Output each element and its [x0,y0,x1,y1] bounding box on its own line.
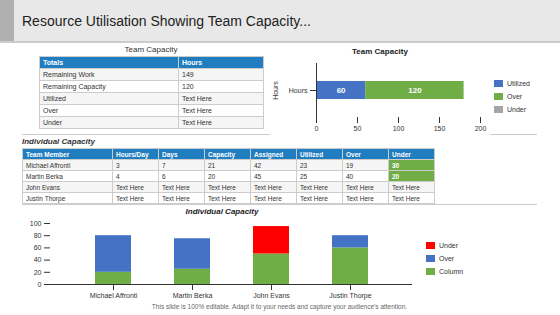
html-text:Text Here: Text Here [116,194,144,202]
html-text:Column: Column [439,268,464,275]
html-text:40: 40 [346,172,354,180]
html-text:Text Here: Text Here [254,183,282,191]
html-text:Utilized: Utilized [43,95,66,102]
html-text:7: 7 [162,161,166,169]
html-text:Over: Over [507,92,523,100]
html-text:25: 25 [300,172,308,180]
html-text:Text Here: Text Here [392,183,420,191]
svg-text:0: 0 [38,281,42,288]
html-text:Remaining Work: Remaining Work [43,71,95,78]
html-text:42: 42 [254,161,262,169]
html-text:Over: Over [346,150,361,158]
html-text:Text Here: Text Here [392,194,420,202]
html-text:45: 45 [254,172,262,180]
svg-text:0: 0 [315,125,319,132]
html-text:Text Here: Text Here [162,183,190,191]
html-text:John Evans: John Evans [26,183,60,191]
html-text:Justin Thorpe: Justin Thorpe [26,194,66,202]
svg-text:Martin Berka: Martin Berka [173,292,213,299]
html-text:Utilized: Utilized [300,150,324,158]
html-text:Martin Berka: Martin Berka [26,172,63,180]
html-text:Under: Under [507,105,527,113]
html-text:Individual Capacity: Individual Capacity [22,137,95,146]
html-text:20: 20 [208,172,216,180]
svg-text:50: 50 [354,125,362,132]
html-text:Under: Under [392,150,411,158]
svg-text:Justin Thorpe: Justin Thorpe [329,292,371,300]
html-text:149: 149 [182,71,194,78]
html-text:Michael Affronti: Michael Affronti [26,161,71,169]
html-text:Resource Utilisation Showing T: Resource Utilisation Showing Team Capaci… [22,12,311,29]
html-text:Individual Capacity: Individual Capacity [185,207,259,216]
html-text:Capacity: Capacity [208,150,236,158]
html-text:Text Here: Text Here [208,183,236,191]
svg-text:150: 150 [434,125,446,132]
html-text:Text Here: Text Here [116,183,144,191]
html-text:Text Here: Text Here [182,119,212,126]
svg-text:Hours: Hours [272,81,279,100]
svg-text:40: 40 [34,256,42,263]
svg-text:60: 60 [337,86,346,95]
html-text:Team Member: Team Member [26,150,70,158]
svg-text:100: 100 [393,125,405,132]
html-text:21: 21 [208,161,216,169]
svg-text:80: 80 [34,232,42,239]
svg-text:100: 100 [30,220,42,227]
svg-text:20: 20 [34,269,42,276]
html-text:Days: Days [162,150,178,158]
svg-text:Michael Affronti: Michael Affronti [90,292,138,299]
html-text:Text Here: Text Here [182,95,212,102]
html-text:Text Here: Text Here [208,194,236,202]
html-text:Assigned: Assigned [254,150,284,158]
html-text:Text Here: Text Here [162,194,190,202]
svg-text:John Evans: John Evans [253,292,290,299]
html-text:3: 3 [116,161,120,169]
html-text:Under: Under [439,242,459,249]
html-text:120: 120 [182,83,194,90]
html-text:19: 19 [346,161,354,169]
html-text:Text Here: Text Here [300,183,328,191]
html-text:Hours: Hours [182,59,203,66]
html-text:23: 23 [300,161,308,169]
svg-text:60: 60 [34,244,42,251]
svg-text:200: 200 [475,125,487,132]
svg-text:Hours: Hours [289,87,308,94]
html-text:Utilized: Utilized [507,79,530,87]
html-text:Team Capacity: Team Capacity [352,47,408,56]
html-text:4: 4 [116,172,120,180]
html-text:30: 30 [392,161,400,169]
html-text:Text Here: Text Here [346,183,374,191]
html-text:Text Here: Text Here [182,107,212,114]
html-text:Over: Over [43,107,59,114]
html-text:This slide is 100% editable. A: This slide is 100% editable. Adapt it to… [151,303,408,310]
html-text:Remaining Capacity: Remaining Capacity [43,83,106,90]
html-text:Over: Over [439,255,455,262]
html-text:Team Capacity: Team Capacity [124,45,178,54]
html-text:Text Here: Text Here [254,194,282,202]
html-text:Hours/Day: Hours/Day [116,150,149,158]
html-text:Under: Under [43,119,63,126]
html-text:20: 20 [392,172,400,180]
html-text:6: 6 [162,172,166,180]
html-text:Text Here: Text Here [346,194,374,202]
html-text:Text Here: Text Here [300,194,328,202]
svg-text:120: 120 [408,86,422,95]
html-text:Totals: Totals [43,59,64,66]
